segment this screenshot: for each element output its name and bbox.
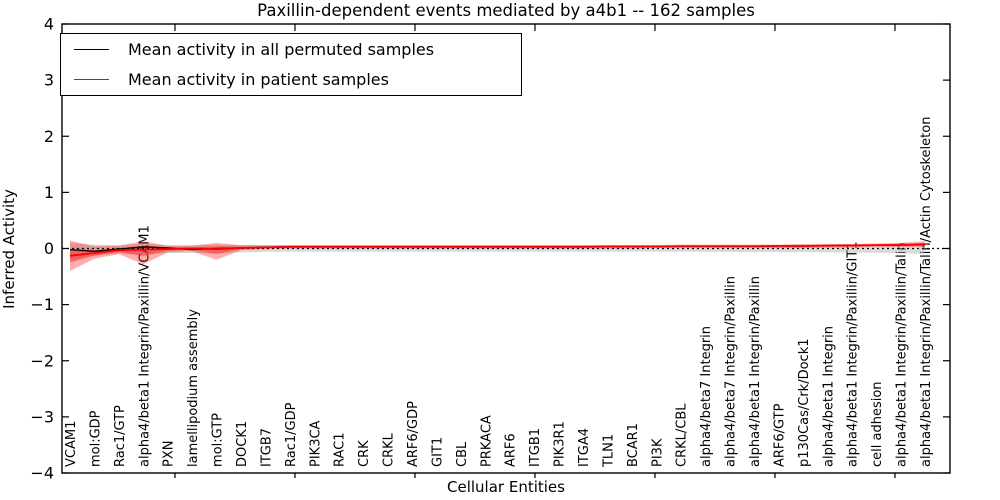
y-tick-label: 1 xyxy=(44,183,54,202)
x-category-label: ITGA4 xyxy=(577,428,592,467)
x-category-label: alpha4/beta1 Integrin/Paxillin/Talin/Act… xyxy=(919,117,934,467)
x-category-label: alpha4/beta1 Integrin xyxy=(821,326,836,467)
legend-label-permuted: Mean activity in all permuted samples xyxy=(128,39,435,59)
y-tick-label: 0 xyxy=(44,239,54,258)
y-tick-label: −3 xyxy=(30,407,54,426)
legend-item-patient: Mean activity in patient samples xyxy=(61,65,521,95)
x-category-label: CRK xyxy=(357,440,372,467)
legend-label-patient: Mean activity in patient samples xyxy=(128,69,389,89)
legend-line-sample-patient xyxy=(74,79,109,80)
x-category-label: PXN xyxy=(162,441,177,467)
x-category-label: Rac1/GTP xyxy=(113,405,128,467)
x-category-label: ARF6/GDP xyxy=(406,401,421,467)
x-category-label: ITGB1 xyxy=(528,428,543,467)
y-tick-label: 2 xyxy=(44,127,54,146)
x-category-label: CBL xyxy=(455,441,470,467)
x-category-label: cell adhesion xyxy=(870,381,885,467)
legend-item-permuted: Mean activity in all permuted samples xyxy=(61,35,521,65)
y-tick-label: 3 xyxy=(44,71,54,90)
x-category-label: alpha4/beta1 Integrin/Paxillin/GIT1 xyxy=(846,241,861,467)
x-category-label: ARF6/GTP xyxy=(772,403,787,467)
x-category-label: TLN1 xyxy=(601,434,616,468)
x-category-label: lamellipodium assembly xyxy=(186,309,201,467)
x-category-label: RAC1 xyxy=(333,432,348,467)
x-category-label: alpha4/beta1 Integrin/Paxillin/Talin xyxy=(895,242,910,467)
y-axis-label: Inferred Activity xyxy=(0,189,18,309)
x-category-label: BCAR1 xyxy=(626,423,641,467)
y-tick-label: −1 xyxy=(30,295,54,314)
x-category-label: CRKL/CBL xyxy=(675,403,690,467)
x-category-label: alpha4/beta1 Integrin/Paxillin/VCAM1 xyxy=(137,225,152,467)
x-category-label: alpha4/beta1 Integrin/Paxillin xyxy=(748,276,763,467)
x-category-label: p130Cas/Crk/Dock1 xyxy=(797,338,812,467)
x-category-label: PI3K xyxy=(650,438,665,467)
x-category-label: VCAM1 xyxy=(64,421,79,467)
x-category-label: alpha4/beta7 Integrin/Paxillin xyxy=(724,276,739,467)
x-category-label: PRKACA xyxy=(479,415,494,467)
x-category-label: CRKL xyxy=(382,432,397,467)
y-tick-label: 4 xyxy=(44,15,54,34)
chart-title: Paxillin-dependent events mediated by a4… xyxy=(257,1,755,20)
x-category-label: mol:GDP xyxy=(88,410,103,467)
x-category-label: PIK3R1 xyxy=(553,421,568,467)
x-category-label: Rac1/GDP xyxy=(284,402,299,467)
x-category-label: mol:GTP xyxy=(211,413,226,467)
y-tick-label: −2 xyxy=(30,351,54,370)
x-category-label: GIT1 xyxy=(430,437,445,467)
x-category-label: alpha4/beta7 Integrin xyxy=(699,326,714,467)
legend: Mean activity in all permuted samples Me… xyxy=(60,33,522,96)
x-category-label: DOCK1 xyxy=(235,421,250,467)
x-category-label: ARF6 xyxy=(504,433,519,467)
patient-mean-line xyxy=(69,243,926,257)
x-axis-label: Cellular Entities xyxy=(447,478,565,496)
x-category-label: ITGB7 xyxy=(259,428,274,467)
y-tick-label: −4 xyxy=(30,464,54,483)
legend-line-sample-permuted xyxy=(74,49,109,50)
x-category-label: PIK3CA xyxy=(308,420,323,467)
